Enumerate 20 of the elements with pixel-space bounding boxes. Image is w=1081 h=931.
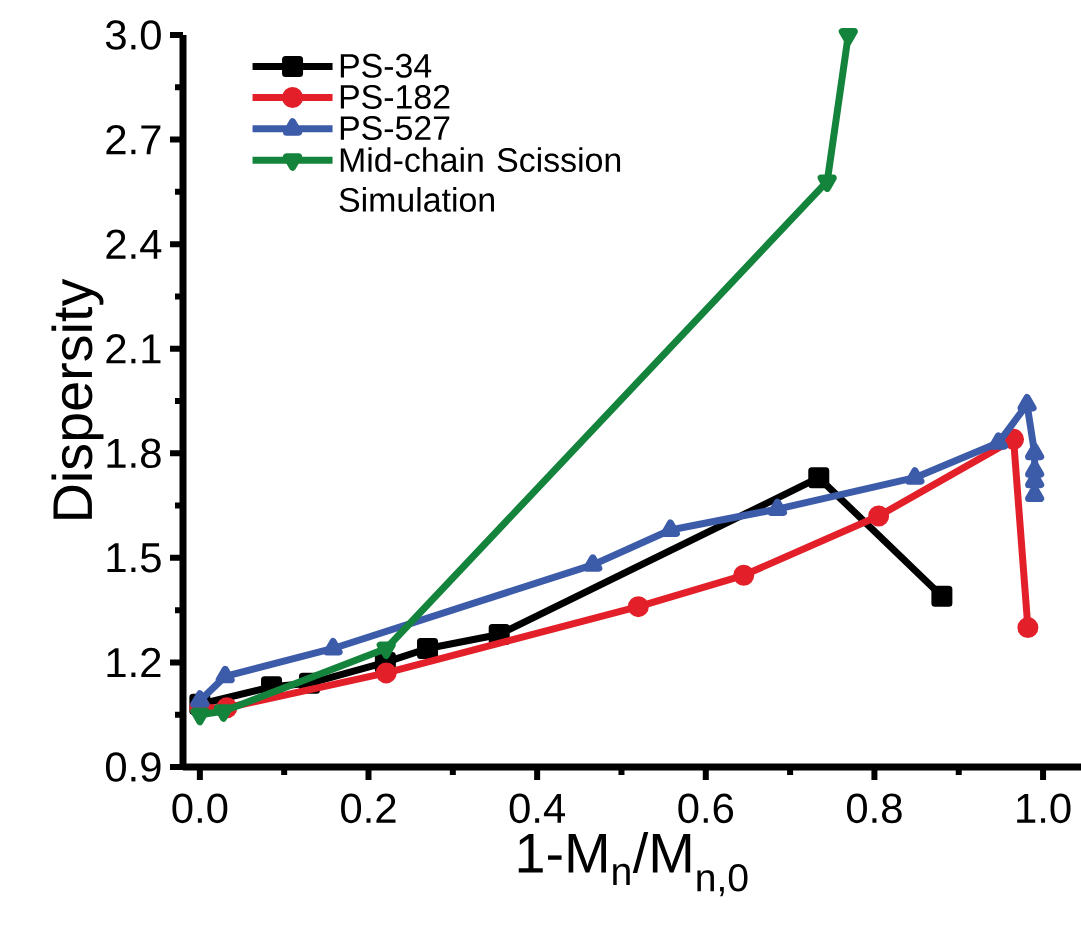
y-tick-label: 0.9 <box>105 752 161 782</box>
y-tick-label: 2.1 <box>106 334 161 364</box>
x-axis-title: 1-M$_{n}$/M$_{n,0}$ <box>518 831 748 897</box>
x-tick-label: 0.0 <box>172 793 228 824</box>
legend-label: PS-182 <box>340 84 450 109</box>
y-tick-label: 1.2 <box>107 647 161 678</box>
x-tick-label: 0.8 <box>846 793 902 824</box>
x-tick-label: 0.6 <box>678 793 734 824</box>
y-tick-label: 3.0 <box>105 20 161 50</box>
x-tick-label: 0.2 <box>341 793 396 824</box>
legend-label: Mid-chain Scission Simulation <box>339 147 621 212</box>
y-axis-title: Dispersity <box>51 278 104 519</box>
legend-label: PS-34 <box>340 53 432 78</box>
y-tick-label: 2.7 <box>106 124 161 155</box>
legend-label: PS-527 <box>340 116 450 141</box>
y-tick-label: 1.5 <box>107 543 161 573</box>
y-tick-label: 1.8 <box>107 438 161 469</box>
x-tick-label: 0.4 <box>509 793 566 824</box>
y-tick-label: 2.4 <box>106 229 162 259</box>
x-tick-label: 1.0 <box>1017 793 1071 824</box>
